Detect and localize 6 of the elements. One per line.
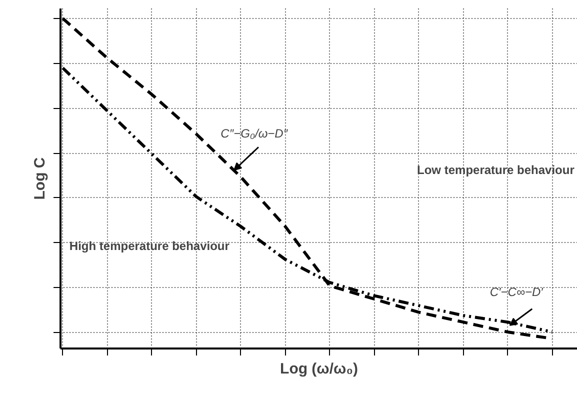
annotation: C″−G₀/ω−D″ <box>220 126 288 141</box>
annotation: C′−C∞−D′ <box>490 284 544 299</box>
x-axis-title: Log (ω/ω₀) <box>280 360 358 378</box>
y-axis-title: Log C <box>32 157 48 200</box>
annotation: High temperature behaviour <box>69 238 230 253</box>
annotation: Low temperature behaviour <box>417 162 575 177</box>
